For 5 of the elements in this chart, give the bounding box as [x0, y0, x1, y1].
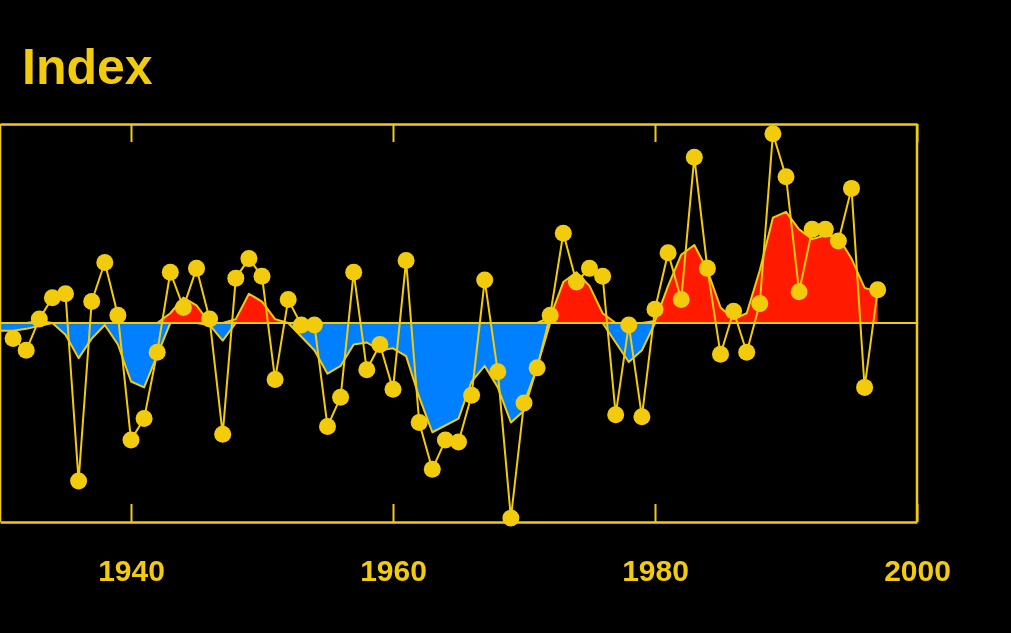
- x-tick-label: 2000: [884, 554, 951, 588]
- chart-title: Index: [22, 39, 153, 95]
- x-tick-label: 1980: [622, 554, 689, 588]
- x-tick-label: 1960: [360, 554, 427, 588]
- x-tick-label: 1940: [98, 554, 165, 588]
